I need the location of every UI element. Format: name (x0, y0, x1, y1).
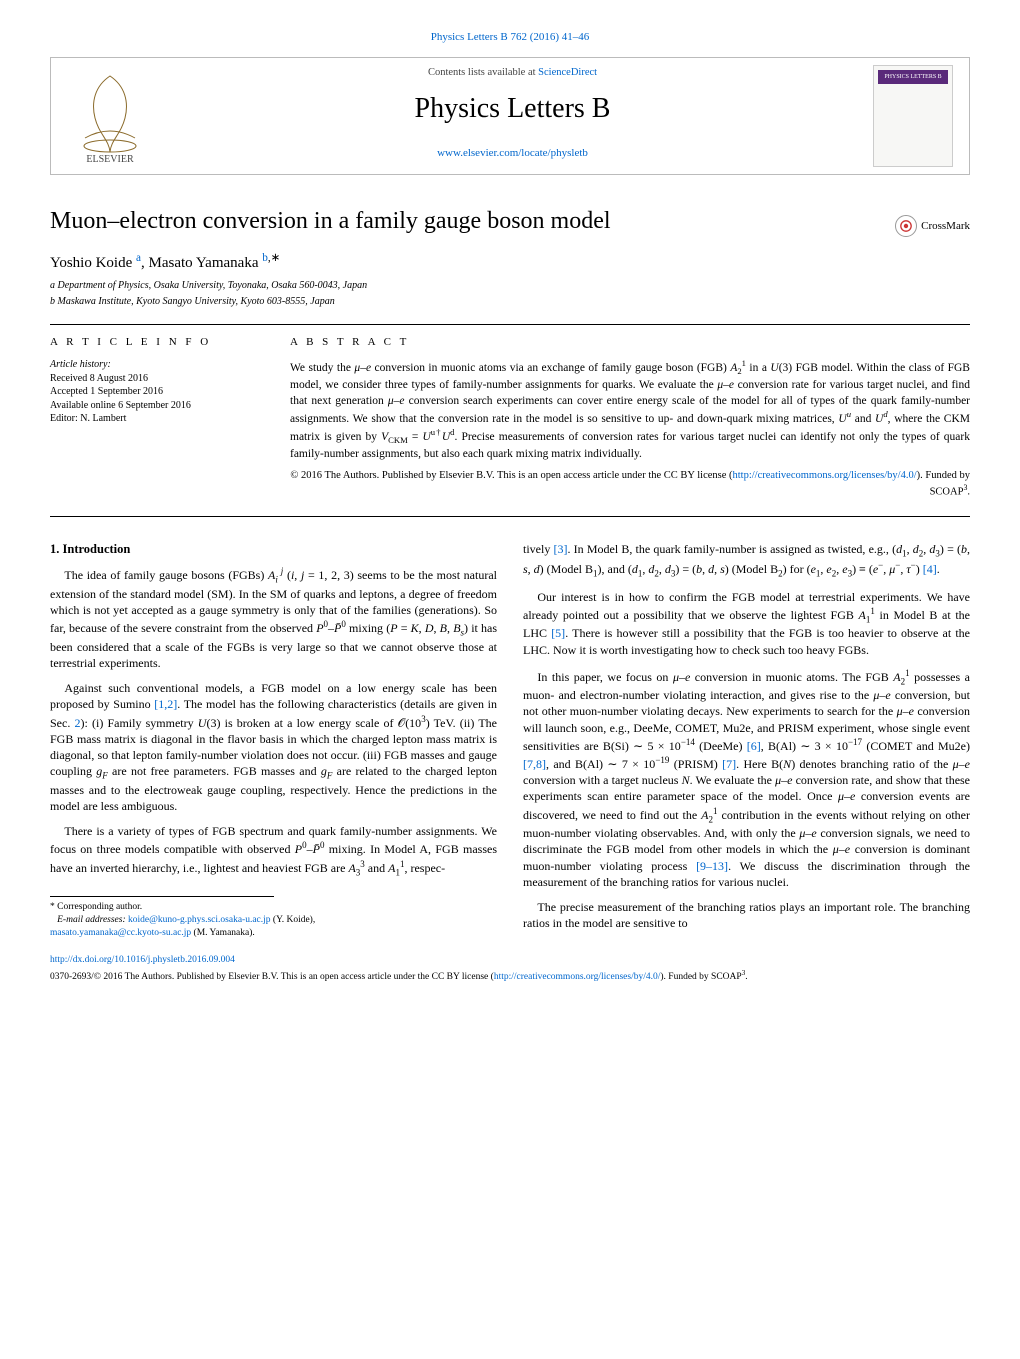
affiliation-b: b Maskawa Institute, Kyoto Sangyo Univer… (50, 295, 970, 309)
crossmark-badge[interactable]: CrossMark (895, 215, 970, 237)
body-para: Our interest is in how to confirm the FG… (523, 589, 970, 658)
abstract-heading: A B S T R A C T (290, 335, 970, 350)
history-editor: Editor: N. Lambert (50, 412, 260, 426)
section-1-title: 1. Introduction (50, 541, 497, 558)
body-para: tively [3]. In Model B, the quark family… (523, 541, 970, 580)
body-para: There is a variety of types of FGB spect… (50, 823, 497, 878)
email-addresses: E-mail addresses: koide@kuno-g.phys.sci.… (50, 914, 497, 927)
history-accepted: Accepted 1 September 2016 (50, 385, 260, 399)
body-para: Against such conventional models, a FGB … (50, 680, 497, 814)
publisher-logo: ELSEVIER (51, 58, 168, 174)
crossmark-label: CrossMark (921, 219, 970, 234)
history-received: Received 8 August 2016 (50, 372, 260, 386)
left-column: 1. Introduction The idea of family gauge… (50, 541, 497, 941)
email-addresses-2: masato.yamanaka@cc.kyoto-su.ac.jp (M. Ya… (50, 927, 497, 940)
body-para: In this paper, we focus on μ–e conversio… (523, 667, 970, 890)
publisher-logo-text: ELSEVIER (86, 154, 134, 164)
author-email-2[interactable]: masato.yamanaka@cc.kyoto-su.ac.jp (50, 928, 191, 938)
doi-link[interactable]: http://dx.doi.org/10.1016/j.physletb.201… (50, 955, 235, 965)
journal-header: ELSEVIER Contents lists available at Sci… (50, 57, 970, 175)
footnote-separator (50, 896, 274, 897)
abstract-body: We study the μ–e conversion in muonic at… (290, 358, 970, 462)
journal-cover-label: PHYSICS LETTERS B (878, 70, 948, 84)
journal-cover-thumbnail: PHYSICS LETTERS B (857, 58, 969, 174)
abstract-license: © 2016 The Authors. Published by Elsevie… (290, 469, 970, 500)
corresponding-author-note: * Corresponding author. (50, 901, 497, 914)
journal-homepage-link[interactable]: www.elsevier.com/locate/physletb (437, 147, 588, 159)
page-copyright: 0370-2693/© 2016 The Authors. Published … (50, 969, 970, 984)
right-column: tively [3]. In Model B, the quark family… (523, 541, 970, 941)
body-para: The precise measurement of the branching… (523, 899, 970, 931)
body-para: The idea of family gauge bosons (FGBs) A… (50, 565, 497, 671)
author-email-1[interactable]: koide@kuno-g.phys.sci.osaka-u.ac.jp (128, 915, 271, 925)
affiliation-a: a Department of Physics, Osaka Universit… (50, 279, 970, 293)
journal-title: Physics Letters B (178, 90, 847, 128)
contents-available-line: Contents lists available at ScienceDirec… (178, 66, 847, 80)
author-list: Yoshio Koide a, Masato Yamanaka b,∗ (50, 251, 970, 273)
divider (50, 516, 970, 517)
issue-citation: Physics Letters B 762 (2016) 41–46 (50, 30, 970, 45)
sciencedirect-link[interactable]: ScienceDirect (538, 67, 597, 78)
history-online: Available online 6 September 2016 (50, 399, 260, 413)
article-history-label: Article history: (50, 358, 260, 372)
article-info-heading: A R T I C L E I N F O (50, 335, 260, 350)
article-title: Muon–electron conversion in a family gau… (50, 205, 970, 237)
divider (50, 324, 970, 325)
crossmark-icon (895, 215, 917, 237)
